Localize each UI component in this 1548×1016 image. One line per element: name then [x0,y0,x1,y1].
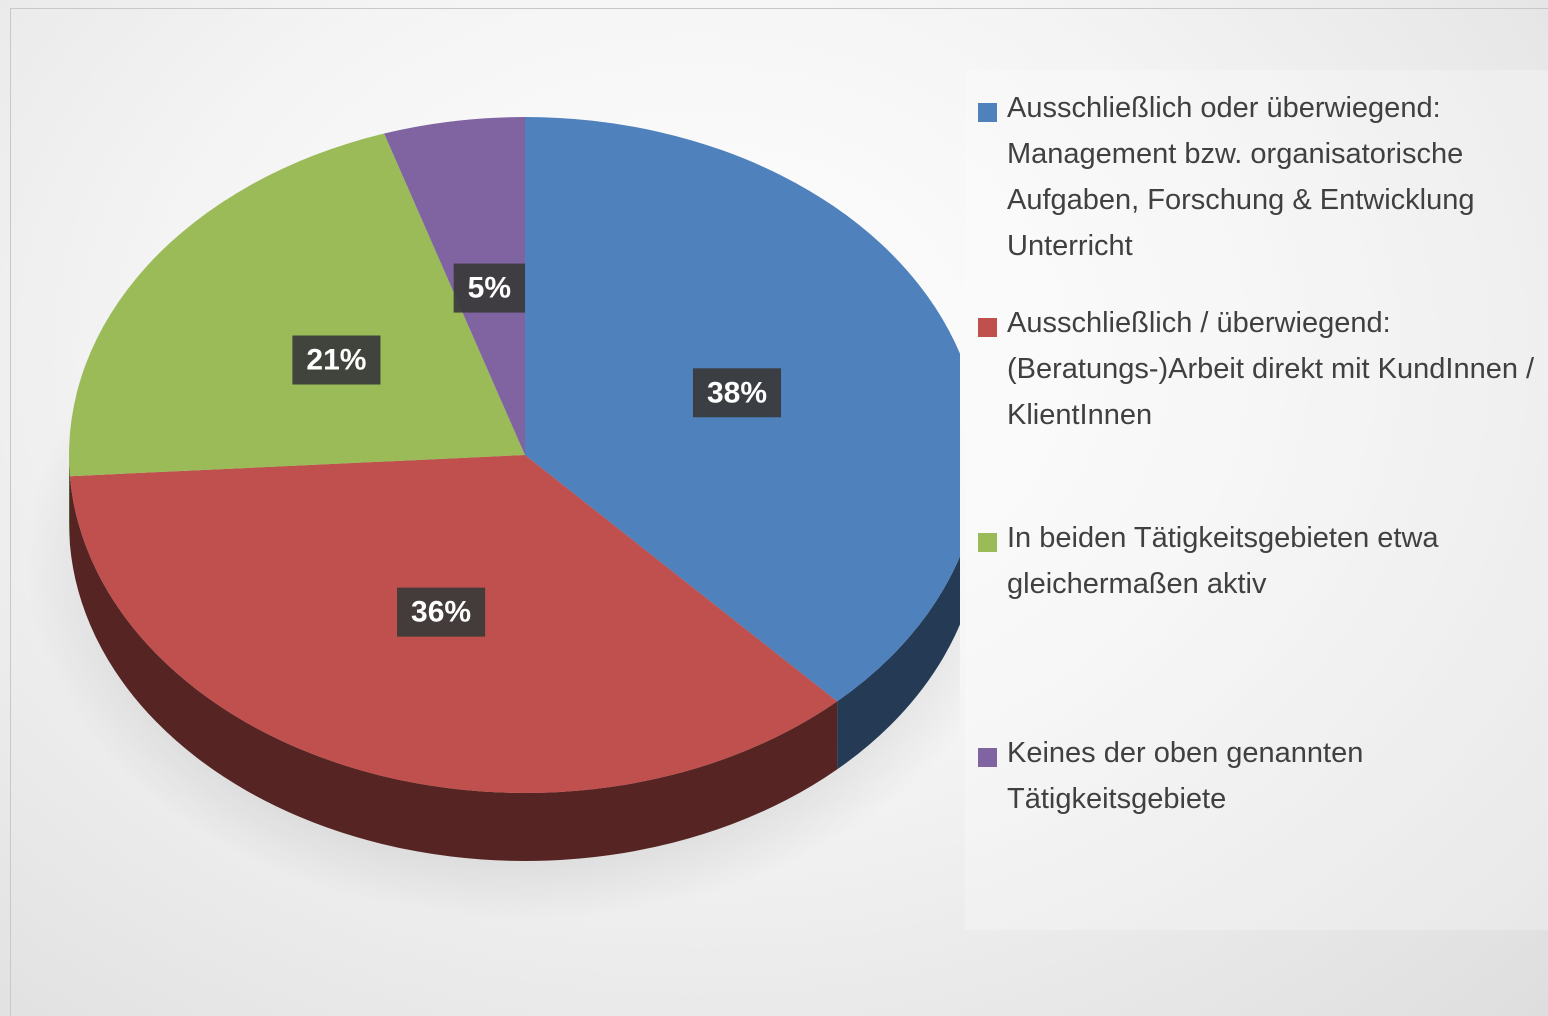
pie-slice-side [69,455,70,545]
value-label: 38% [707,376,767,409]
value-label-box [397,587,486,637]
value-label-box [692,368,782,418]
legend-swatch [978,318,997,337]
value-label: 36% [411,596,471,629]
pie-slice [68,133,525,477]
chart-frame [10,8,1548,1016]
pie-chart: 38% 36% 21% 5% [25,117,960,920]
legend-label: Keines der oben genannten Tätigkeitsgebi… [1007,737,1364,815]
legend-label: Ausschließlich oder überwiegend: Managem… [1007,92,1475,262]
value-label-box [292,335,381,385]
legend-label: In beiden Tätigkeitsgebieten etwa gleich… [1007,522,1439,600]
legend-swatch [978,533,997,552]
value-label: 5% [468,272,511,305]
value-label-box [453,263,526,313]
pie-slice-side [837,556,960,770]
legend-swatch [978,748,997,767]
legend-label: Ausschließlich / überwiegend: (Beratungs… [1007,307,1535,431]
value-label: 21% [306,344,366,377]
legend-swatch [978,103,997,122]
pie-slice-side [69,476,838,861]
legend: Ausschließlich oder überwiegend: Managem… [965,70,1548,930]
